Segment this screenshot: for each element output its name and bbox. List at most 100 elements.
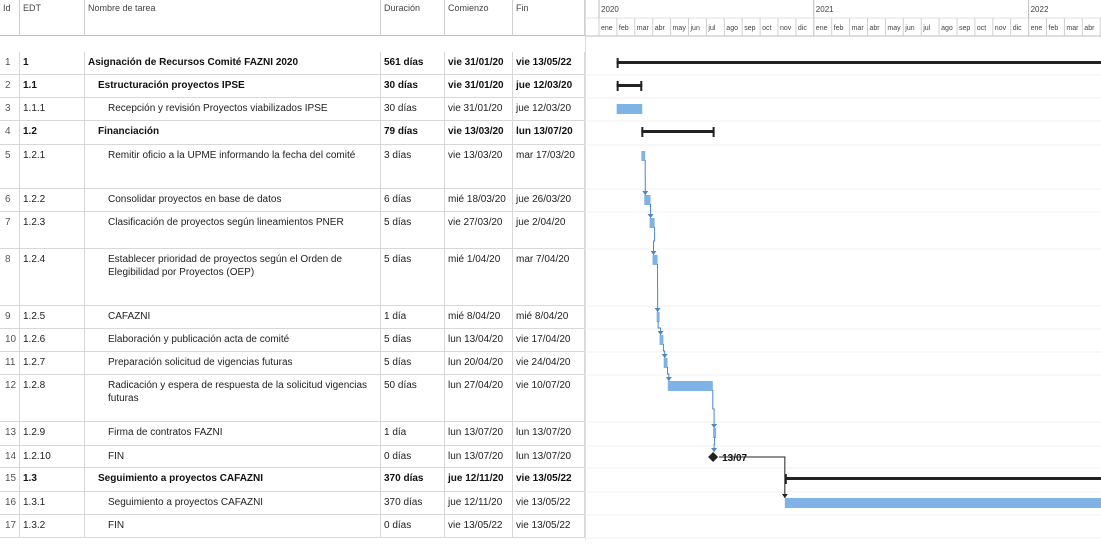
task-start-cell[interactable]: vie 31/01/20 bbox=[445, 75, 513, 97]
task-name-cell[interactable]: Financiación bbox=[85, 121, 381, 144]
task-id-cell[interactable]: 15 bbox=[0, 468, 20, 491]
col-header-wbs[interactable]: EDT bbox=[20, 0, 85, 36]
task-id-cell[interactable]: 16 bbox=[0, 492, 20, 514]
task-wbs-cell[interactable]: 1.2.5 bbox=[20, 306, 85, 328]
task-name-cell[interactable]: Estructuración proyectos IPSE bbox=[85, 75, 381, 97]
task-finish-cell[interactable]: vie 24/04/20 bbox=[513, 352, 585, 374]
task-wbs-cell[interactable]: 1.2.4 bbox=[20, 249, 85, 305]
task-name-cell[interactable]: Firma de contratos FAZNI bbox=[85, 422, 381, 445]
task-finish-cell[interactable]: vie 13/05/22 bbox=[513, 52, 585, 74]
task-name-cell[interactable]: Radicación y espera de respuesta de la s… bbox=[85, 375, 381, 421]
task-start-cell[interactable]: vie 13/03/20 bbox=[445, 145, 513, 188]
task-finish-cell[interactable]: vie 17/04/20 bbox=[513, 329, 585, 351]
col-header-start[interactable]: Comienzo bbox=[445, 0, 513, 36]
task-duration-cell[interactable]: 79 días bbox=[381, 121, 445, 144]
task-id-cell[interactable]: 7 bbox=[0, 212, 20, 248]
task-row[interactable]: 16 1.3.1 Seguimiento a proyectos CAFAZNI 37… bbox=[0, 492, 585, 515]
task-wbs-cell[interactable]: 1.2.8 bbox=[20, 375, 85, 421]
col-header-duration[interactable]: Duración bbox=[381, 0, 445, 36]
task-row[interactable]: 6 1.2.2 Consolidar proyectos en base de da… bbox=[0, 189, 585, 212]
task-start-cell[interactable]: vie 13/03/20 bbox=[445, 121, 513, 144]
task-finish-cell[interactable]: lun 13/07/20 bbox=[513, 422, 585, 445]
task-name-cell[interactable]: CAFAZNI bbox=[85, 306, 381, 328]
task-id-cell[interactable]: 14 bbox=[0, 446, 20, 467]
task-row[interactable]: 12 1.2.8 Radicación y espera de respuesta … bbox=[0, 375, 585, 422]
task-start-cell[interactable]: vie 31/01/20 bbox=[445, 98, 513, 120]
task-name-cell[interactable]: Asignación de Recursos Comité FAZNI 2020 bbox=[85, 52, 381, 74]
task-name-cell[interactable]: FIN bbox=[85, 515, 381, 537]
task-name-cell[interactable]: Remitir oficio a la UPME informando la f… bbox=[85, 145, 381, 188]
task-id-cell[interactable]: 5 bbox=[0, 145, 20, 188]
task-name-cell[interactable]: Establecer prioridad de proyectos según … bbox=[85, 249, 381, 305]
task-name-cell[interactable]: Recepción y revisión Proyectos viabiliza… bbox=[85, 98, 381, 120]
task-name-cell[interactable]: Elaboración y publicación acta de comité bbox=[85, 329, 381, 351]
task-duration-cell[interactable]: 5 días bbox=[381, 352, 445, 374]
task-duration-cell[interactable]: 561 días bbox=[381, 52, 445, 74]
task-finish-cell[interactable]: mar 7/04/20 bbox=[513, 249, 585, 305]
task-start-cell[interactable]: vie 13/05/22 bbox=[445, 515, 513, 537]
task-duration-cell[interactable]: 5 días bbox=[381, 249, 445, 305]
task-row[interactable]: 13 1.2.9 Firma de contratos FAZNI 1 día lun … bbox=[0, 422, 585, 446]
task-start-cell[interactable]: mié 1/04/20 bbox=[445, 249, 513, 305]
task-start-cell[interactable]: lun 13/07/20 bbox=[445, 446, 513, 467]
task-id-cell[interactable]: 12 bbox=[0, 375, 20, 421]
task-wbs-cell[interactable]: 1.3.1 bbox=[20, 492, 85, 514]
task-name-cell[interactable]: Consolidar proyectos en base de datos bbox=[85, 189, 381, 211]
task-start-cell[interactable]: jue 12/11/20 bbox=[445, 468, 513, 491]
task-duration-cell[interactable]: 30 días bbox=[381, 75, 445, 97]
task-wbs-cell[interactable]: 1.3.2 bbox=[20, 515, 85, 537]
task-wbs-cell[interactable]: 1.1 bbox=[20, 75, 85, 97]
task-duration-cell[interactable]: 370 días bbox=[381, 492, 445, 514]
task-row[interactable]: 1 1 Asignación de Recursos Comité FAZNI 20… bbox=[0, 52, 585, 75]
task-name-cell[interactable]: Preparación solicitud de vigencias futur… bbox=[85, 352, 381, 374]
task-wbs-cell[interactable]: 1.1.1 bbox=[20, 98, 85, 120]
task-row[interactable]: 3 1.1.1 Recepción y revisión Proyectos via… bbox=[0, 98, 585, 121]
task-wbs-cell[interactable]: 1.2.6 bbox=[20, 329, 85, 351]
task-name-cell[interactable]: FIN bbox=[85, 446, 381, 467]
task-row[interactable]: 5 1.2.1 Remitir oficio a la UPME informand… bbox=[0, 145, 585, 189]
task-finish-cell[interactable]: jue 26/03/20 bbox=[513, 189, 585, 211]
task-start-cell[interactable]: lun 13/04/20 bbox=[445, 329, 513, 351]
col-header-name[interactable]: Nombre de tarea bbox=[85, 0, 381, 36]
task-name-cell[interactable]: Seguimiento a proyectos CAFAZNI bbox=[85, 492, 381, 514]
task-id-cell[interactable]: 3 bbox=[0, 98, 20, 120]
task-row[interactable]: 7 1.2.3 Clasificación de proyectos según l… bbox=[0, 212, 585, 249]
task-finish-cell[interactable]: jue 12/03/20 bbox=[513, 75, 585, 97]
task-row[interactable]: 14 1.2.10 FIN 0 días lun 13/07/20 lun 13/07/2… bbox=[0, 446, 585, 468]
task-row[interactable]: 4 1.2 Financiación 79 días vie 13/03/20 lun 1… bbox=[0, 121, 585, 145]
task-start-cell[interactable]: vie 31/01/20 bbox=[445, 52, 513, 74]
task-wbs-cell[interactable]: 1 bbox=[20, 52, 85, 74]
task-wbs-cell[interactable]: 1.2.9 bbox=[20, 422, 85, 445]
task-duration-cell[interactable]: 30 días bbox=[381, 98, 445, 120]
task-duration-cell[interactable]: 50 días bbox=[381, 375, 445, 421]
col-header-id[interactable]: Id bbox=[0, 0, 20, 36]
task-row[interactable]: 2 1.1 Estructuración proyectos IPSE 30 días… bbox=[0, 75, 585, 98]
task-finish-cell[interactable]: lun 13/07/20 bbox=[513, 446, 585, 467]
task-start-cell[interactable]: jue 12/11/20 bbox=[445, 492, 513, 514]
task-finish-cell[interactable]: vie 13/05/22 bbox=[513, 492, 585, 514]
task-id-cell[interactable]: 2 bbox=[0, 75, 20, 97]
task-start-cell[interactable]: mié 8/04/20 bbox=[445, 306, 513, 328]
task-wbs-cell[interactable]: 1.2.1 bbox=[20, 145, 85, 188]
col-header-finish[interactable]: Fin bbox=[513, 0, 585, 36]
task-start-cell[interactable]: mié 18/03/20 bbox=[445, 189, 513, 211]
task-wbs-cell[interactable]: 1.2.3 bbox=[20, 212, 85, 248]
task-duration-cell[interactable]: 1 día bbox=[381, 422, 445, 445]
task-wbs-cell[interactable]: 1.2.7 bbox=[20, 352, 85, 374]
task-id-cell[interactable]: 9 bbox=[0, 306, 20, 328]
task-finish-cell[interactable]: vie 13/05/22 bbox=[513, 515, 585, 537]
task-duration-cell[interactable]: 0 días bbox=[381, 446, 445, 467]
task-start-cell[interactable]: vie 27/03/20 bbox=[445, 212, 513, 248]
task-id-cell[interactable]: 4 bbox=[0, 121, 20, 144]
task-finish-cell[interactable]: jue 2/04/20 bbox=[513, 212, 585, 248]
task-duration-cell[interactable]: 1 día bbox=[381, 306, 445, 328]
task-wbs-cell[interactable]: 1.3 bbox=[20, 468, 85, 491]
task-row[interactable]: 17 1.3.2 FIN 0 días vie 13/05/22 vie 13/05/22 bbox=[0, 515, 585, 538]
task-finish-cell[interactable]: mié 8/04/20 bbox=[513, 306, 585, 328]
task-duration-cell[interactable]: 3 días bbox=[381, 145, 445, 188]
task-finish-cell[interactable]: jue 12/03/20 bbox=[513, 98, 585, 120]
task-id-cell[interactable]: 11 bbox=[0, 352, 20, 374]
task-id-cell[interactable]: 1 bbox=[0, 52, 20, 74]
task-duration-cell[interactable]: 6 días bbox=[381, 189, 445, 211]
task-finish-cell[interactable]: vie 10/07/20 bbox=[513, 375, 585, 421]
